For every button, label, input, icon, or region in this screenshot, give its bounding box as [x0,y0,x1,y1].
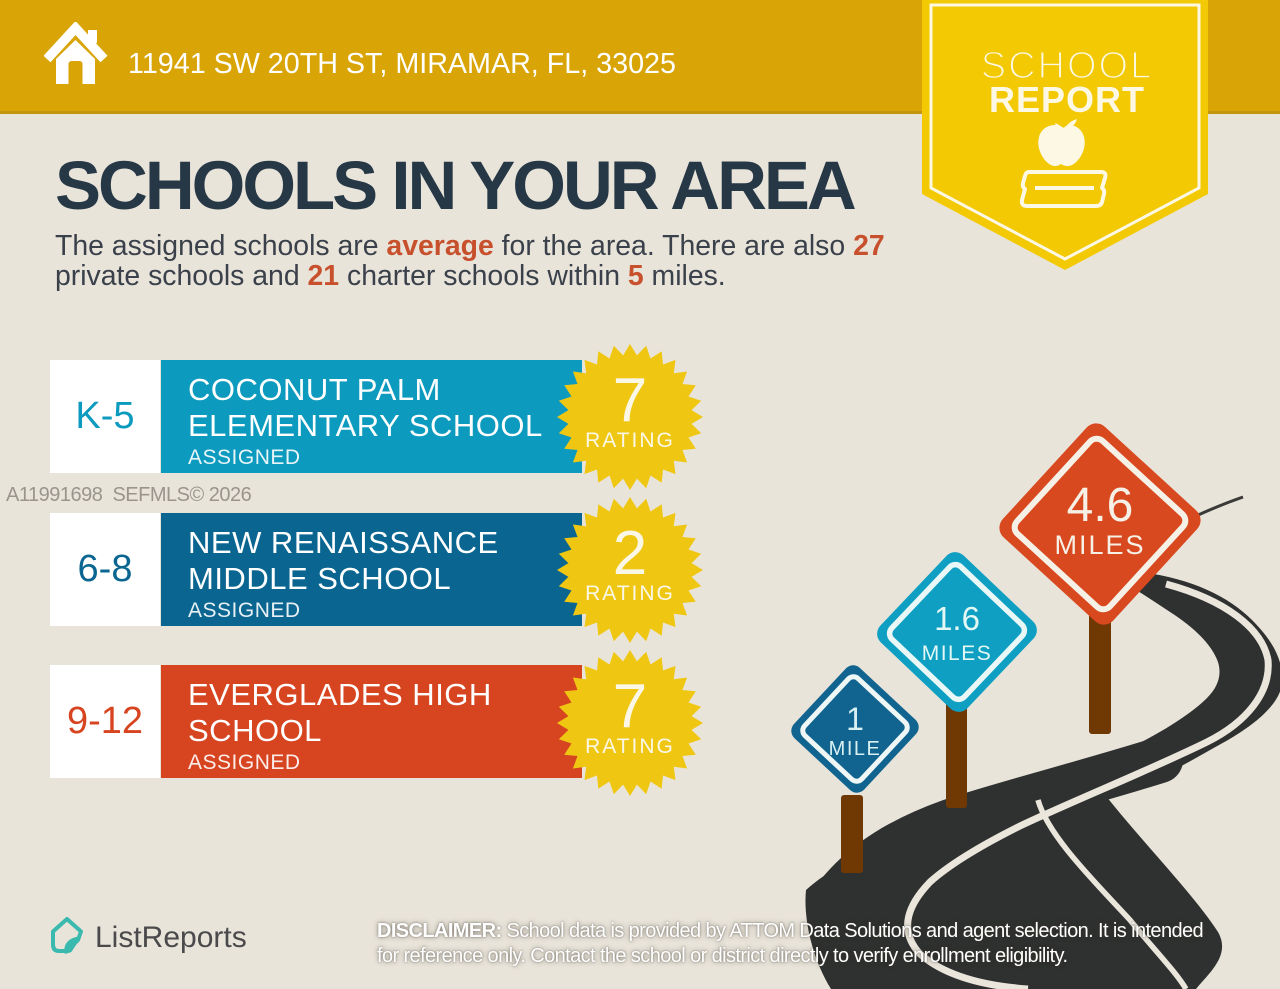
svg-text:RATING: RATING [585,582,675,605]
svg-text:RATING: RATING [585,735,675,758]
svg-text:MILES: MILES [922,642,993,665]
svg-text:RATING: RATING [585,429,675,452]
svg-text:1: 1 [846,701,864,737]
svg-text:1.6: 1.6 [934,600,980,637]
svg-text:MILES: MILES [1054,530,1145,560]
svg-text:SCHOOL: SCHOOL [981,45,1153,87]
svg-text:REPORT: REPORT [989,79,1145,120]
svg-text:2: 2 [613,519,647,588]
svg-text:MILE: MILE [829,738,882,760]
svg-text:7: 7 [613,366,647,435]
svg-text:4.6: 4.6 [1067,479,1134,532]
svg-text:7: 7 [613,672,647,741]
